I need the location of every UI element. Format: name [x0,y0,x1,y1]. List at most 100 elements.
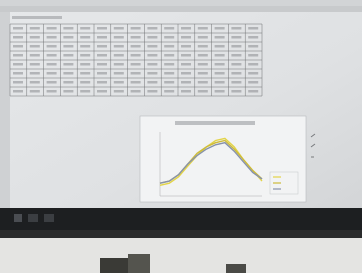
cell-content [13,27,23,30]
cell-content [97,54,107,57]
column-header [0,6,362,12]
cell-content [80,27,90,30]
cell-content [164,72,174,75]
cell-content [63,72,73,75]
cell-content [47,81,57,84]
cell-content [198,27,208,30]
cell-content [181,72,191,75]
cell-content [63,27,73,30]
taskbar [0,208,362,230]
cell-content [47,36,57,39]
chart-box [140,116,306,202]
cell-content [30,72,40,75]
cell-content [215,81,225,84]
cell-content [231,90,241,93]
cell-content [114,81,124,84]
monitor-bezel [0,230,362,238]
cell-content [164,54,174,57]
cell-content [30,81,40,84]
sheet-title-blur [12,16,62,19]
cell-content [215,54,225,57]
cell-content [248,54,258,57]
cell-content [13,90,23,93]
cell-content [131,90,141,93]
cell-content [13,36,23,39]
cell-content [231,36,241,39]
cell-content [248,45,258,48]
cell-content [181,36,191,39]
cell-content [30,27,40,30]
cell-content [181,27,191,30]
cell-content [13,45,23,48]
cell-content [114,36,124,39]
cell-content [215,36,225,39]
cell-content [215,63,225,66]
cell-content [30,63,40,66]
cell-content [47,63,57,66]
cell-content [147,27,157,30]
cell-content [80,45,90,48]
cell-content [248,72,258,75]
cell-content [47,54,57,57]
cell-content [147,63,157,66]
cell-content [114,27,124,30]
cell-content [147,90,157,93]
cell-content [114,72,124,75]
cell-content [80,63,90,66]
cell-content [181,63,191,66]
cell-content [198,54,208,57]
cell-content [114,63,124,66]
taskbar-icon [44,214,54,222]
cell-content [231,63,241,66]
cell-content [147,36,157,39]
cell-content [47,27,57,30]
desk [0,238,362,273]
cell-content [63,54,73,57]
cell-content [181,90,191,93]
chart-title-blur [175,121,255,125]
cell-content [63,45,73,48]
cell-content [164,63,174,66]
cell-content [47,45,57,48]
cell-content [164,45,174,48]
cell-content [215,27,225,30]
cell-content [181,54,191,57]
cell-content [164,90,174,93]
cell-content [231,45,241,48]
cell-content [63,63,73,66]
cell-content [80,72,90,75]
cell-content [13,54,23,57]
cell-content [80,81,90,84]
cell-content [30,36,40,39]
cell-content [114,54,124,57]
cell-content [47,72,57,75]
cell-content [248,27,258,30]
cell-content [231,27,241,30]
cell-content [198,36,208,39]
cell-content [248,81,258,84]
cell-content [114,45,124,48]
cell-content [97,63,107,66]
cell-content [164,27,174,30]
cell-content [215,90,225,93]
cell-content [114,90,124,93]
cell-content [47,90,57,93]
cell-content [80,90,90,93]
cell-content [30,90,40,93]
cell-content [198,90,208,93]
device [226,264,246,273]
cell-content [63,36,73,39]
start-button [14,214,22,222]
cell-content [198,72,208,75]
cell-content [181,81,191,84]
cell-content [198,63,208,66]
cell-content [97,36,107,39]
cell-content [147,81,157,84]
cell-content [80,54,90,57]
cell-content [198,81,208,84]
cell-content [30,54,40,57]
cell-content [198,45,208,48]
cell-content [97,81,107,84]
cell-content [131,54,141,57]
cell-content [164,81,174,84]
